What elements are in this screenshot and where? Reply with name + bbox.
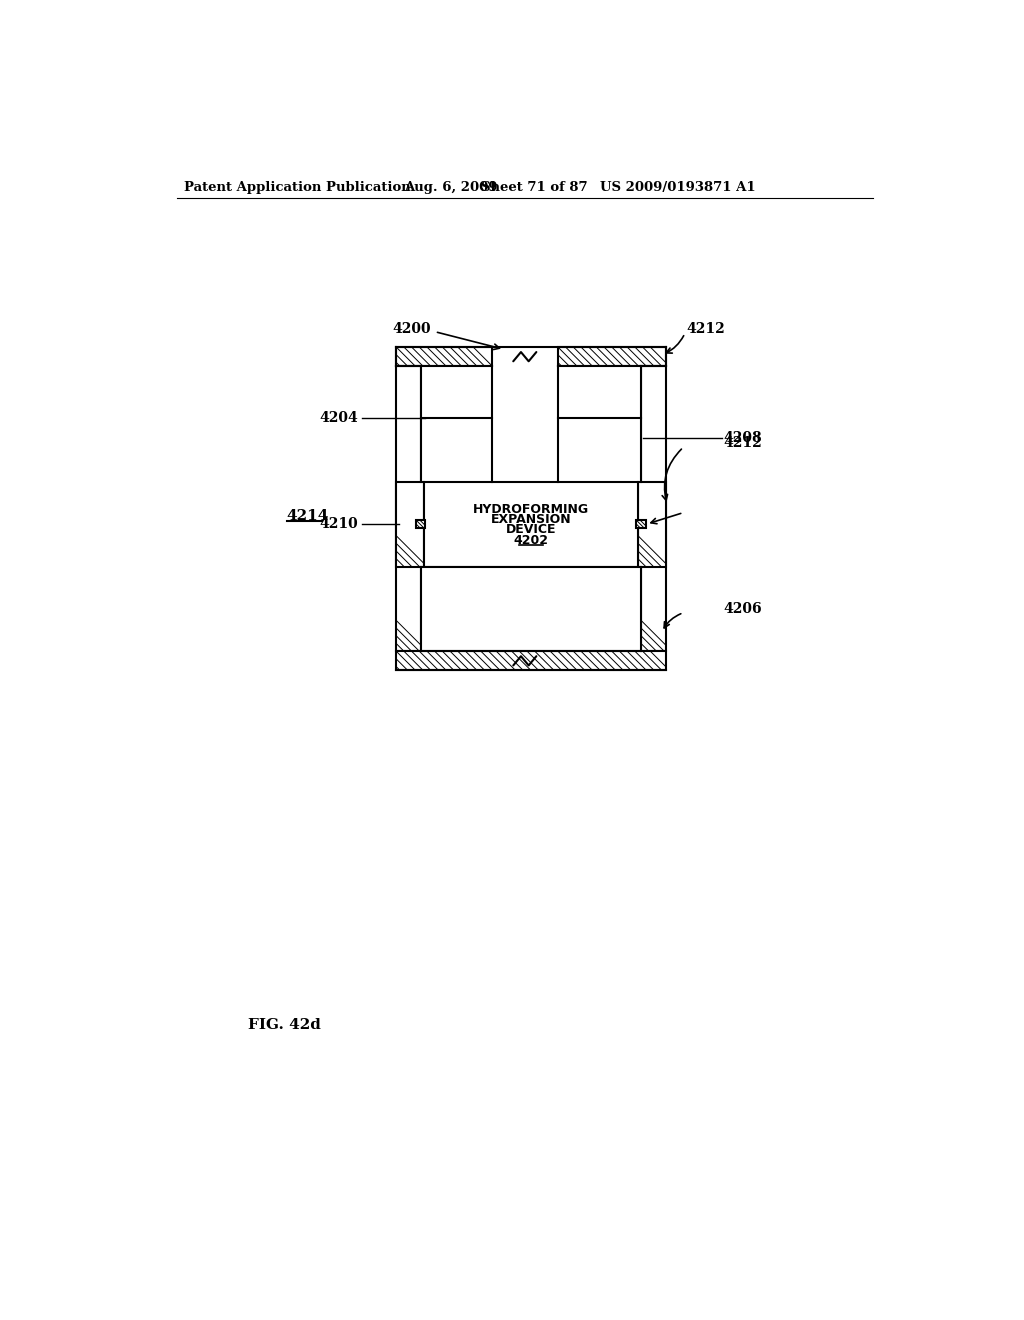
Bar xyxy=(416,520,425,528)
Text: 4202: 4202 xyxy=(513,533,549,546)
Bar xyxy=(558,347,666,367)
Text: DEVICE: DEVICE xyxy=(506,523,556,536)
Bar xyxy=(638,482,666,566)
Bar xyxy=(396,367,421,651)
Bar xyxy=(396,482,424,566)
Bar xyxy=(637,520,646,528)
Text: Aug. 6, 2009: Aug. 6, 2009 xyxy=(403,181,498,194)
Text: 4208: 4208 xyxy=(724,430,762,445)
Text: 4204: 4204 xyxy=(318,412,357,425)
Bar xyxy=(396,651,666,671)
Text: 4210: 4210 xyxy=(318,517,357,531)
Bar xyxy=(396,651,666,671)
Bar xyxy=(641,367,666,651)
Bar xyxy=(396,367,421,651)
Text: 4206: 4206 xyxy=(724,602,762,616)
Text: EXPANSION: EXPANSION xyxy=(490,512,571,525)
Bar xyxy=(641,367,666,651)
Text: US 2009/0193871 A1: US 2009/0193871 A1 xyxy=(600,181,756,194)
Text: Sheet 71 of 87: Sheet 71 of 87 xyxy=(481,181,588,194)
Bar xyxy=(558,367,641,482)
Bar xyxy=(637,520,646,528)
Bar xyxy=(416,520,425,528)
Text: 4212: 4212 xyxy=(724,437,762,450)
Text: Patent Application Publication: Patent Application Publication xyxy=(184,181,412,194)
Bar xyxy=(638,482,666,566)
Text: 4212: 4212 xyxy=(686,322,725,337)
Bar xyxy=(421,566,641,651)
Bar xyxy=(421,367,493,482)
Text: FIG. 42d: FIG. 42d xyxy=(249,1018,322,1032)
Bar xyxy=(396,482,424,566)
Text: 4200: 4200 xyxy=(392,322,431,337)
Text: 4214: 4214 xyxy=(287,510,330,524)
Bar xyxy=(396,347,493,367)
Bar xyxy=(558,347,666,367)
Bar xyxy=(396,347,493,367)
Bar xyxy=(424,482,638,566)
Text: HYDROFORMING: HYDROFORMING xyxy=(473,503,589,516)
